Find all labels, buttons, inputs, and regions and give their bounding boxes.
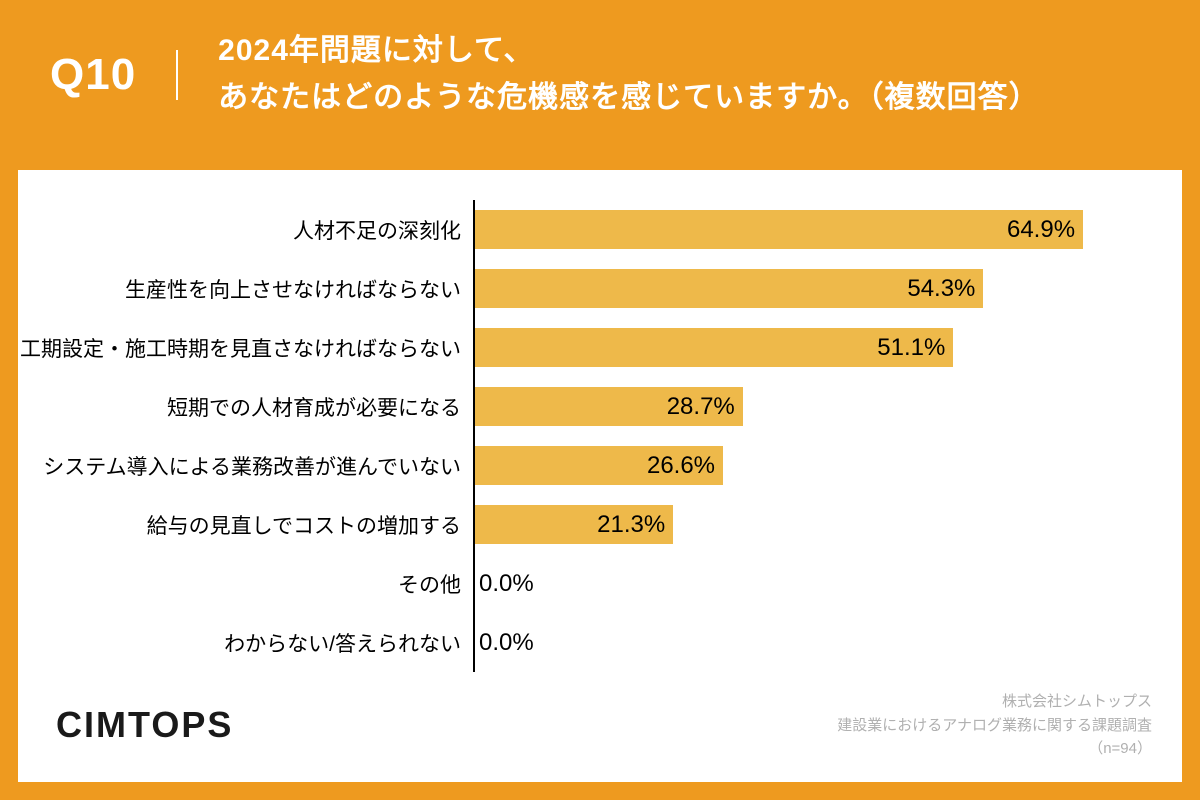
bar-label: 生産性を向上させなければならない (18, 274, 473, 304)
bar-value: 0.0% (473, 629, 534, 657)
chart-row: その他0.0% (18, 554, 1182, 613)
bar-label: 短期での人材育成が必要になる (18, 392, 473, 422)
question-number: Q10 (50, 50, 178, 100)
bar: 21.3% (473, 505, 673, 544)
bar-label: 給与の見直しでコストの増加する (18, 510, 473, 540)
chart-row: システム導入による業務改善が進んでいない 26.6% (18, 436, 1182, 495)
bar-value: 0.0% (473, 570, 534, 598)
chart-row: 工期設定・施工時期を見直さなければならない 51.1% (18, 318, 1182, 377)
footer-note-line2: 建設業におけるアナログ業務に関する課題調査 (837, 714, 1152, 737)
bar-value: 64.9% (1007, 216, 1083, 244)
bar-track: 0.0% (473, 554, 1102, 613)
bar-track: 51.1% (473, 318, 1102, 377)
bar-track: 0.0% (473, 613, 1102, 672)
bar-value: 28.7% (667, 393, 743, 421)
brand-logo: CIMTOPS (56, 704, 233, 746)
bar-track: 64.9% (473, 200, 1102, 259)
question-title-line2: あなたはどのような危機感を感じていますか。（複数回答） (218, 81, 1039, 114)
bar-track: 28.7% (473, 377, 1102, 436)
bar: 28.7% (473, 387, 743, 426)
bar-label: その他 (18, 569, 473, 599)
chart-row: わからない/答えられない0.0% (18, 613, 1182, 672)
bar: 54.3% (473, 269, 983, 308)
footer-notes: 株式会社シムトップス 建設業におけるアナログ業務に関する課題調査 （n=94） (837, 690, 1152, 760)
bar: 64.9% (473, 210, 1083, 249)
bar-label: わからない/答えられない (18, 628, 473, 658)
question-header: Q10 2024年問題に対して、 あなたはどのような危機感を感じていますか。（複… (0, 0, 1200, 149)
bar: 51.1% (473, 328, 953, 367)
bar-track: 21.3% (473, 495, 1102, 554)
bar-track: 26.6% (473, 436, 1102, 495)
chart-panel: 人材不足の深刻化 64.9% 生産性を向上させなければならない 54.3% 工期設定・施… (18, 170, 1182, 782)
bar-value: 21.3% (597, 511, 673, 539)
bar: 26.6% (473, 446, 723, 485)
y-axis-line (473, 200, 475, 672)
bar-label: 工期設定・施工時期を見直さなければならない (18, 333, 473, 363)
chart-area: 人材不足の深刻化 64.9% 生産性を向上させなければならない 54.3% 工期設定・施… (18, 200, 1182, 672)
bar-track: 54.3% (473, 259, 1102, 318)
footer-note-line1: 株式会社シムトップス (837, 690, 1152, 713)
bar-value: 51.1% (877, 334, 953, 362)
question-title-line1: 2024年問題に対して、 (218, 34, 534, 67)
page-root: Q10 2024年問題に対して、 あなたはどのような危機感を感じていますか。（複… (0, 0, 1200, 800)
bar-label: システム導入による業務改善が進んでいない (18, 451, 473, 481)
chart-row: 給与の見直しでコストの増加する 21.3% (18, 495, 1182, 554)
chart-row: 人材不足の深刻化 64.9% (18, 200, 1182, 259)
bar-label: 人材不足の深刻化 (18, 215, 473, 245)
chart-row: 生産性を向上させなければならない 54.3% (18, 259, 1182, 318)
bar-value: 26.6% (647, 452, 723, 480)
footer-note-line3: （n=94） (837, 737, 1152, 760)
bar-value: 54.3% (907, 275, 983, 303)
question-title: 2024年問題に対して、 あなたはどのような危機感を感じていますか。（複数回答） (178, 28, 1039, 121)
chart-row: 短期での人材育成が必要になる 28.7% (18, 377, 1182, 436)
